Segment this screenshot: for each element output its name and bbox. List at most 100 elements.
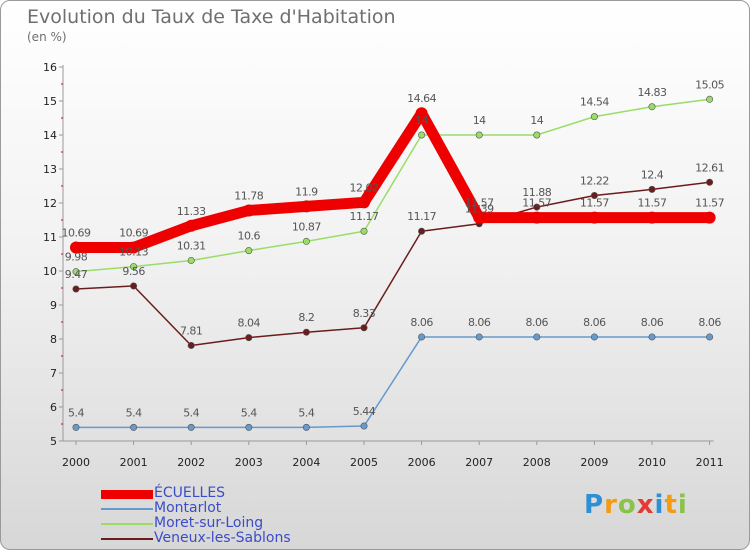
data-point (703, 211, 716, 224)
data-point (245, 423, 253, 431)
data-label: 9.56 (122, 265, 145, 278)
data-label: 14.54 (580, 96, 609, 109)
data-label: 8.06 (468, 316, 491, 329)
data-point (648, 185, 656, 193)
y-tick-label: 11 (43, 231, 57, 244)
data-label: 11.57 (465, 197, 494, 210)
logo-letter: t (664, 490, 678, 520)
y-tick-label: 12 (43, 197, 57, 210)
data-label: 14 (530, 114, 543, 127)
data-point (130, 263, 138, 271)
legend-label: ÉCUELLES (154, 485, 226, 501)
data-point (187, 341, 195, 349)
legend-label: Veneux-les-Sablons (154, 530, 291, 546)
data-label: 12.22 (580, 175, 609, 188)
y-tick-label: 13 (43, 163, 57, 176)
data-label: 8.04 (238, 317, 261, 330)
data-point (590, 113, 598, 121)
data-label: 10.87 (292, 220, 321, 233)
x-tick-label: 2006 (408, 456, 436, 469)
data-point (70, 241, 82, 254)
data-label: 8.06 (410, 316, 433, 329)
data-label: 5.4 (298, 406, 314, 419)
legend-label: Montarlot (154, 500, 222, 516)
data-label: 5.4 (183, 406, 199, 419)
data-label: 9.47 (65, 268, 88, 281)
data-point (130, 282, 138, 290)
x-tick-label: 2004 (292, 456, 320, 469)
data-point (648, 333, 656, 341)
proxiti-logo: Proxiti (584, 490, 688, 520)
y-tick-label: 9 (50, 299, 57, 312)
data-point (588, 211, 601, 224)
data-label: 12.02 (350, 181, 379, 194)
data-point (358, 196, 370, 209)
data-label: 5.4 (126, 406, 142, 419)
axes: 5 6 7 8 9 10 11 12 13 14 15 16 2000 2001 2002 2003 2004 2… (43, 61, 724, 469)
logo-letter: i (677, 490, 688, 520)
data-point (127, 241, 140, 254)
legend-swatch (101, 489, 153, 499)
x-tick-label: 2001 (120, 456, 148, 469)
logo-letter: i (654, 490, 665, 520)
data-point (533, 333, 541, 341)
data-label: 11.17 (350, 210, 379, 223)
data-point (530, 211, 543, 224)
data-label: 11.57 (580, 197, 609, 210)
data-point (646, 211, 658, 224)
data-label: 8.33 (353, 307, 376, 320)
data-label: 14.64 (407, 92, 436, 105)
data-label: 10.69 (62, 227, 91, 240)
data-label: 8.2 (298, 311, 314, 324)
data-label: 11.9 (295, 185, 318, 198)
x-tick-label: 2005 (350, 456, 378, 469)
logo-letter: x (636, 490, 655, 520)
series-lines (70, 98, 716, 429)
y-tick-label: 8 (50, 333, 57, 346)
logo-letter: o (617, 490, 637, 520)
data-point (473, 211, 486, 224)
y-tick-label: 7 (50, 367, 57, 380)
data-point (242, 204, 255, 217)
data-label: 11.78 (234, 189, 263, 202)
data-label: 11.57 (522, 197, 551, 210)
data-label: 11.17 (407, 210, 436, 223)
data-point (245, 334, 253, 342)
y-tick-label: 5 (50, 435, 57, 448)
data-label: 14 (473, 114, 486, 127)
data-point (418, 333, 426, 341)
data-point (706, 178, 714, 186)
y-tick-label: 15 (43, 95, 57, 108)
data-point (300, 200, 313, 213)
x-tick-label: 2003 (235, 456, 263, 469)
data-point (302, 423, 310, 431)
x-tick-label: 2010 (638, 456, 666, 469)
data-point (302, 237, 310, 245)
chart-subtitle: (en %) (27, 30, 67, 44)
logo-letter: P (584, 490, 605, 520)
x-tick-label: 2011 (696, 456, 724, 469)
data-label: 11.33 (177, 205, 206, 218)
series-line (75, 336, 711, 429)
data-label: 11.39 (465, 203, 494, 216)
x-tick-label: 2008 (523, 456, 551, 469)
data-point (72, 285, 80, 293)
data-point (533, 131, 541, 139)
data-point (360, 227, 368, 235)
data-point (185, 219, 198, 232)
data-point (418, 227, 426, 235)
data-label: 5.4 (241, 406, 257, 419)
data-label: 10.6 (238, 230, 261, 243)
data-point (475, 131, 483, 139)
data-point (72, 268, 80, 276)
data-point (706, 95, 714, 103)
series-points (70, 95, 716, 431)
data-label: 8.06 (698, 316, 721, 329)
series-line (75, 98, 711, 273)
x-tick-label: 2009 (580, 456, 608, 469)
data-point (648, 103, 656, 111)
data-label: 5.4 (68, 406, 84, 419)
